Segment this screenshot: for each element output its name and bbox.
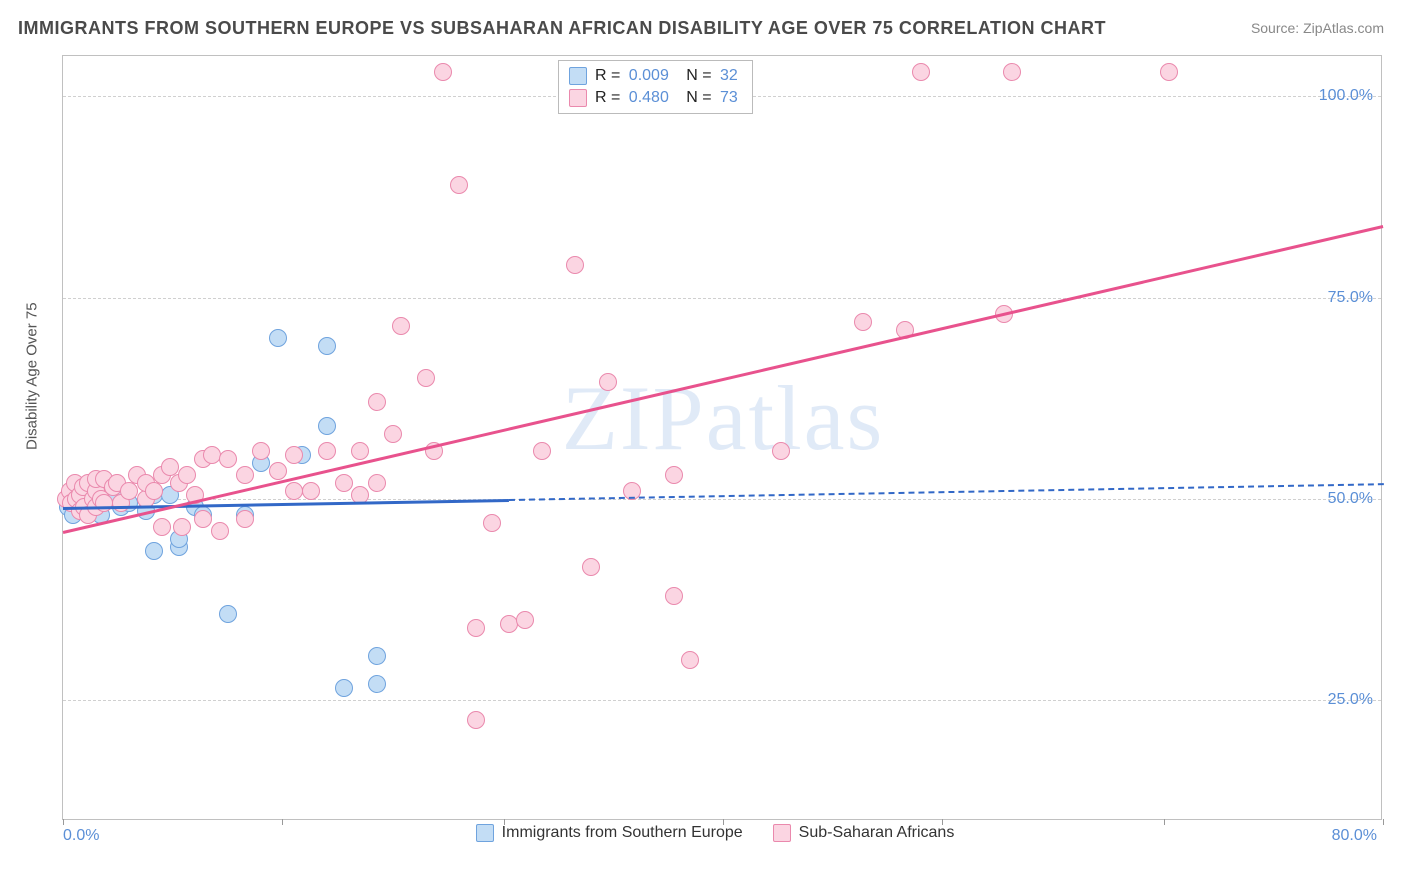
- data-point-subsaharan: [153, 518, 171, 536]
- data-point-subsaharan: [599, 373, 617, 391]
- legend-swatch: [569, 89, 587, 107]
- data-point-subsaharan: [854, 313, 872, 331]
- data-point-subsaharan: [772, 442, 790, 460]
- data-point-subsaharan: [368, 393, 386, 411]
- data-point-subsaharan: [95, 494, 113, 512]
- y-tick-label: 25.0%: [1328, 691, 1373, 709]
- y-axis-label: Disability Age Over 75: [24, 302, 41, 450]
- data-point-southern_europe: [318, 417, 336, 435]
- data-point-subsaharan: [285, 482, 303, 500]
- data-point-southern_europe: [145, 542, 163, 560]
- data-point-southern_europe: [269, 329, 287, 347]
- data-point-subsaharan: [252, 442, 270, 460]
- gridline-h: [63, 700, 1381, 701]
- data-point-subsaharan: [285, 446, 303, 464]
- data-point-subsaharan: [120, 482, 138, 500]
- data-point-subsaharan: [392, 317, 410, 335]
- y-tick-label: 75.0%: [1328, 289, 1373, 307]
- data-point-subsaharan: [500, 615, 518, 633]
- data-point-southern_europe: [335, 679, 353, 697]
- legend-stats-text: R = 0.480 N = 73: [595, 87, 742, 109]
- data-point-subsaharan: [533, 442, 551, 460]
- legend-bottom: Immigrants from Southern Europe Sub-Sahar…: [40, 822, 1390, 843]
- legend-item: Sub-Saharan Africans: [773, 822, 955, 843]
- legend-label: Immigrants from Southern Europe: [502, 824, 743, 842]
- data-point-subsaharan: [467, 619, 485, 637]
- legend-stats-row: R = 0.009 N = 32: [569, 65, 742, 87]
- data-point-subsaharan: [912, 63, 930, 81]
- legend-stats: R = 0.009 N = 32R = 0.480 N = 73: [558, 60, 753, 114]
- data-point-subsaharan: [236, 510, 254, 528]
- data-point-subsaharan: [318, 442, 336, 460]
- data-point-subsaharan: [194, 510, 212, 528]
- data-point-southern_europe: [368, 647, 386, 665]
- data-point-subsaharan: [236, 466, 254, 484]
- data-point-subsaharan: [351, 442, 369, 460]
- legend-swatch: [773, 824, 791, 842]
- data-point-subsaharan: [211, 522, 229, 540]
- data-point-subsaharan: [203, 446, 221, 464]
- data-point-subsaharan: [178, 466, 196, 484]
- data-point-subsaharan: [582, 558, 600, 576]
- data-point-subsaharan: [467, 711, 485, 729]
- data-point-subsaharan: [665, 587, 683, 605]
- data-point-subsaharan: [384, 425, 402, 443]
- data-point-subsaharan: [173, 518, 191, 536]
- chart-title: IMMIGRANTS FROM SOUTHERN EUROPE VS SUBSA…: [18, 18, 1106, 39]
- data-point-subsaharan: [219, 450, 237, 468]
- data-point-southern_europe: [318, 337, 336, 355]
- source-attribution: Source: ZipAtlas.com: [1251, 20, 1384, 36]
- legend-stats-text: R = 0.009 N = 32: [595, 65, 742, 87]
- legend-label: Sub-Saharan Africans: [799, 824, 955, 842]
- data-point-subsaharan: [516, 611, 534, 629]
- gridline-h: [63, 298, 1381, 299]
- data-point-subsaharan: [434, 63, 452, 81]
- data-point-subsaharan: [368, 474, 386, 492]
- gridline-h: [63, 499, 1381, 500]
- legend-swatch: [476, 824, 494, 842]
- data-point-subsaharan: [681, 651, 699, 669]
- data-point-subsaharan: [145, 482, 163, 500]
- data-point-subsaharan: [483, 514, 501, 532]
- data-point-subsaharan: [566, 256, 584, 274]
- data-point-subsaharan: [269, 462, 287, 480]
- y-tick-label: 100.0%: [1319, 87, 1373, 105]
- legend-item: Immigrants from Southern Europe: [476, 822, 743, 843]
- data-point-southern_europe: [219, 605, 237, 623]
- y-tick-label: 50.0%: [1328, 490, 1373, 508]
- data-point-subsaharan: [302, 482, 320, 500]
- data-point-southern_europe: [368, 675, 386, 693]
- plot-container: Disability Age Over 75 ZIPatlas 25.0%50.…: [40, 55, 1390, 845]
- plot-area: ZIPatlas 25.0%50.0%75.0%100.0%0.0%80.0%R…: [62, 55, 1382, 820]
- data-point-subsaharan: [1003, 63, 1021, 81]
- legend-stats-row: R = 0.480 N = 73: [569, 87, 742, 109]
- data-point-subsaharan: [417, 369, 435, 387]
- data-point-subsaharan: [450, 176, 468, 194]
- data-point-subsaharan: [665, 466, 683, 484]
- data-point-subsaharan: [1160, 63, 1178, 81]
- data-point-subsaharan: [335, 474, 353, 492]
- legend-swatch: [569, 67, 587, 85]
